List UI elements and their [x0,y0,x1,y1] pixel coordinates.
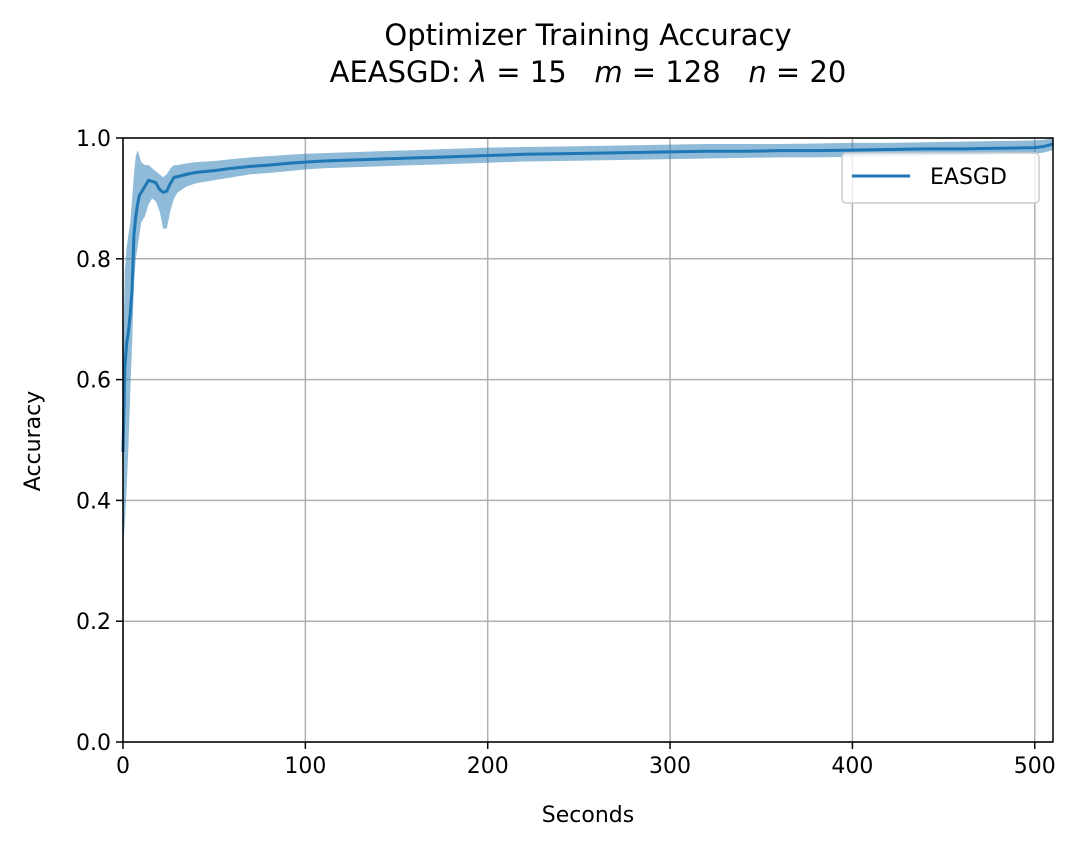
data-point-easgd-44 [705,150,708,153]
data-point-easgd-18 [169,182,172,185]
axes-frame [122,137,1054,743]
data-point-easgd-38 [486,154,489,157]
x-tick-label-1: 100 [284,754,326,779]
legend-box [841,152,1040,204]
data-point-easgd-19 [173,176,175,179]
data-point-easgd-39 [523,153,525,156]
data-point-easgd-48 [851,149,854,151]
data-point-easgd-37 [468,155,471,157]
y-tick-label-1: 0.2 [76,610,111,635]
x-axis-label: Seconds [542,803,634,828]
x-tick-label-3: 300 [649,754,691,779]
x-tick-label-5: 500 [1014,754,1056,779]
subtitle-part-3: m [594,55,622,89]
data-point-easgd-16 [162,191,164,194]
data-point-easgd-30 [341,159,343,162]
subtitle-part-4: = 128 [623,55,749,89]
series-group [121,138,1054,549]
subtitle-part-2: = 15 [487,55,594,89]
data-point-easgd-36 [450,155,453,158]
data-point-easgd-13 [151,180,153,183]
data-point-easgd-23 [213,169,215,172]
data-point-easgd-54 [1043,145,1045,148]
subtitle-part-6: = 20 [767,55,847,89]
data-point-easgd-2 [125,342,128,345]
data-point-easgd-46 [778,149,781,152]
legend: EASGD [841,152,1040,204]
subtitle-part-0: AEASGD: [330,55,470,89]
data-point-easgd-27 [286,162,288,165]
legend-label-easgd: EASGD [930,165,1007,190]
data-point-easgd-8 [136,203,139,206]
data-point-easgd-31 [359,158,361,161]
y-tick-label-3: 0.6 [76,369,111,394]
chart-title: Optimizer Training Accuracy [384,18,791,52]
data-point-easgd-42 [632,151,635,154]
y-tick-label-5: 1.0 [76,127,111,152]
data-point-easgd-21 [186,173,188,176]
data-point-easgd-3 [127,330,130,333]
data-point-easgd-26 [268,164,270,166]
data-point-easgd-11 [144,185,146,188]
data-point-easgd-41 [596,152,598,154]
data-point-easgd-17 [165,190,168,192]
data-point-easgd-45 [742,150,744,153]
data-point-easgd-20 [176,175,179,178]
data-point-easgd-1 [124,366,126,369]
y-tick-label-0: 0.0 [76,731,111,756]
data-point-easgd-47 [815,149,817,152]
data-point-easgd-24 [231,167,234,169]
data-point-easgd-10 [140,191,143,194]
x-tick-label-2: 200 [467,754,509,779]
y-tick-label-4: 0.8 [76,248,111,273]
data-point-easgd-29 [322,160,325,162]
subtitle-part-1: λ [468,55,487,89]
data-point-easgd-9 [138,194,141,197]
data-point-easgd-14 [155,181,157,184]
data-point-easgd-35 [432,156,434,159]
data-point-easgd-5 [131,288,133,290]
x-axis-ticks: 0 100 200 300 400 500 [116,742,1056,779]
data-point-easgd-6 [133,233,135,236]
data-point-easgd-4 [129,312,132,314]
subtitle-part-5: n [748,55,766,89]
data-point-easgd-33 [395,157,398,160]
data-point-easgd-15 [158,188,161,191]
x-tick-label-4: 400 [831,754,873,779]
y-axis-label: Accuracy [21,391,46,491]
data-point-easgd-43 [669,151,671,153]
data-point-easgd-49 [888,148,890,151]
data-point-easgd-40 [559,152,562,155]
series-band-easgd [123,138,1053,549]
data-point-easgd-51 [961,148,963,150]
data-point-easgd-53 [1033,146,1036,149]
data-point-easgd-25 [249,165,252,168]
data-point-easgd-28 [304,161,307,163]
data-point-easgd-12 [147,179,150,182]
chart-subtitle: AEASGD: λ = 15 m = 128 n = 20 [330,55,847,89]
y-tick-label-2: 0.4 [76,489,111,514]
y-axis-ticks: 0.0 0.2 0.4 0.6 0.8 1.0 [76,127,123,756]
data-point-easgd-32 [377,158,380,160]
data-point-easgd-7 [134,215,137,218]
x-tick-label-0: 0 [116,754,130,779]
data-point-easgd-34 [413,157,416,159]
data-point-easgd-52 [997,147,1000,150]
data-point-easgd-22 [195,171,197,174]
data-point-easgd-50 [924,148,927,150]
plot-area [123,138,1053,742]
